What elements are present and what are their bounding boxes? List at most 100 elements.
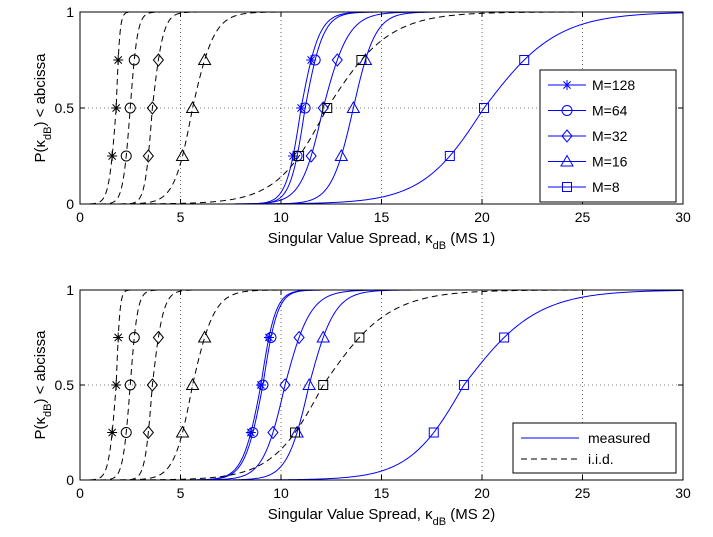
chart2-x-axis-label-sub: dB (433, 516, 446, 528)
chart1-marker-iid-m16-p0.5 (185, 100, 200, 113)
chart2-y-axis-label-tail: ) < abcissa (32, 330, 49, 404)
chart2-marker-measured-m16-p0.75 (316, 330, 331, 343)
chart2-marker-iid-m32-p0.75 (152, 330, 165, 345)
chart2-legend-label: i.i.d. (588, 451, 614, 467)
chart2-marker-measured-m32-p0.25 (267, 425, 279, 440)
chart1-marker-iid-m64-p0.25 (120, 150, 132, 162)
chart1-line-measured-m16 (80, 12, 683, 204)
chart1-marker-measured-m64-p0.5 (299, 102, 311, 114)
chart1-marker-measured-m16-p0.25 (334, 148, 349, 161)
chart2-ytick-label: 1 (66, 282, 74, 298)
chart1-legend-label: M=8 (592, 179, 620, 195)
chart2-marker-iid-m32-p0.25 (142, 425, 154, 440)
chart2-x-axis-label-main: Singular Value Spread, κ (268, 506, 433, 523)
chart2-legend-box (512, 422, 677, 474)
chart2-marker-iid-m32-p0.5 (146, 378, 159, 392)
chart1-xtick-label: 25 (575, 209, 591, 225)
chart1-marker-measured-m8-p0.75 (519, 55, 530, 65)
chart1-y-axis-label-main: P(κ (32, 139, 49, 162)
chart1-line-iid-m16 (80, 12, 683, 204)
chart2-marker-measured-m16-p0.5 (302, 377, 317, 390)
chart1-legend-marker-circle (561, 105, 573, 116)
chart1-marker-iid-m64-p0.75 (128, 54, 140, 66)
chart1-marker-measured-m8-p0.5 (479, 103, 490, 113)
chart1-legend-marker-triangle (560, 154, 574, 167)
chart2-y-axis-label: P(κdB) < abcissa (32, 330, 54, 440)
chart2-ytick-label: 0.5 (55, 377, 75, 393)
chart1-marker-iid-m128-p0.75 (113, 55, 124, 65)
chart1-ytick-label: 1 (66, 4, 74, 20)
chart2-marker-measured-m8-p0.75 (499, 332, 510, 343)
chart1-marker-measured-m8-p0.25 (444, 151, 455, 161)
chart1-marker-iid-m8-p0.5 (322, 103, 333, 113)
chart2-marker-measured-m32-p0.5 (279, 378, 291, 392)
chart1-marker-iid-m32-p0.5 (146, 101, 159, 115)
chart1-marker-measured-m128-p0.25 (288, 151, 299, 161)
chart2: 0 5 10 15 20 25 30 0 0.5 1 Singular Value Spread, … (32, 282, 691, 528)
chart2-xtick-label: 0 (76, 485, 84, 501)
chart1-legend-label: M=32 (592, 128, 628, 144)
chart1-marker-iid-m128-p0.5 (111, 103, 122, 113)
chart2-marker-measured-m128-p0.25 (245, 427, 256, 438)
chart2-marker-iid-m64-p0.75 (128, 332, 140, 343)
chart1-marker-iid-m32-p0.75 (152, 53, 165, 67)
chart2-xtick-label: 25 (575, 485, 591, 501)
chart1-x-axis-label-sub: dB (433, 240, 446, 252)
chart1-marker-iid-m8-p0.25 (294, 151, 305, 161)
chart2-marker-measured-m64-p0.75 (265, 332, 277, 343)
chart1-xtick-label: 5 (177, 209, 185, 225)
chart1-marker-measured-m128-p0.5 (296, 103, 307, 113)
chart1-legend-marker-asterisk (562, 80, 572, 90)
chart2-x-axis-label: Singular Value Spread, κdB (MS 2) (268, 506, 495, 528)
chart1-legend-marker-diamond (561, 129, 573, 143)
chart2-x-axis-label-tail: (MS 2) (446, 506, 495, 523)
chart1-marker-iid-m16-p0.75 (197, 52, 212, 65)
chart2-marker-iid-m128-p0.25 (107, 427, 118, 438)
chart1-xtick-label: 30 (675, 209, 691, 225)
chart2-marker-iid-m128-p0.5 (111, 380, 122, 390)
chart2-marker-measured-m128-p0.75 (263, 332, 274, 343)
chart1: 0 5 10 15 20 25 30 0 0.5 1 Singular Value Spread, … (32, 4, 691, 252)
chart1-marker-iid-m32-p0.25 (142, 149, 154, 163)
chart2-y-axis-label-sub: dB (42, 403, 54, 416)
chart1-marker-measured-m32-p0.75 (331, 53, 343, 67)
chart2-marker-iid-m8-p0.25 (290, 427, 301, 438)
chart1-legend-label: M=16 (592, 154, 628, 170)
chart1-legend-label: M=128 (592, 77, 635, 93)
chart2-marker-measured-m32-p0.75 (293, 330, 305, 345)
chart1-marker-iid-m128-p0.25 (107, 151, 118, 161)
chart2-marker-iid-m64-p0.25 (120, 427, 132, 438)
chart2-xtick-label: 30 (675, 485, 691, 501)
chart1-y-axis-label-tail: ) < abcissa (32, 53, 49, 127)
chart2-legend: measured i.i.d. (512, 422, 677, 474)
chart2-ytick-label: 0 (66, 472, 74, 488)
chart2-y-axis-label-main: P(κ (32, 416, 49, 439)
chart2-marker-iid-m64-p0.5 (124, 379, 136, 391)
chart1-legend-marker-square (562, 182, 572, 192)
chart1-marker-iid-m16-p0.25 (175, 148, 190, 161)
chart2-marker-measured-m8-p0.25 (428, 427, 439, 438)
chart2-marker-measured-m128-p0.5 (255, 380, 266, 390)
chart2-marker-measured-m64-p0.5 (257, 379, 269, 391)
chart1-xtick-label: 15 (374, 209, 390, 225)
chart2-xtick-label: 10 (273, 485, 289, 501)
chart2-marker-measured-m64-p0.25 (247, 427, 259, 438)
chart1-marker-measured-m128-p0.75 (306, 55, 317, 65)
chart1-legend: M=128 M=64 M=32 M=16 M=8 (539, 69, 677, 203)
chart1-legend-label: M=64 (592, 103, 628, 119)
chart2-marker-iid-m16-p0.5 (185, 377, 200, 390)
chart2-xtick-label: 15 (374, 485, 390, 501)
chart1-y-axis-label-sub: dB (42, 126, 54, 139)
chart2-marker-iid-m8-p0.75 (354, 332, 365, 343)
chart2-marker-iid-m128-p0.75 (113, 332, 124, 343)
chart1-xtick-label: 20 (474, 209, 490, 225)
chart2-marker-measured-m8-p0.5 (458, 380, 469, 390)
chart2-xtick-label: 20 (474, 485, 490, 501)
chart2-line-iid-m16 (80, 290, 683, 480)
chart2-marker-iid-m16-p0.25 (175, 425, 190, 438)
chart2-legend-label: measured (588, 430, 650, 446)
chart1-marker-measured-m32-p0.5 (317, 101, 329, 115)
chart1-x-axis-label: Singular Value Spread, κdB (MS 1) (268, 230, 495, 252)
chart1-ytick-label: 0.5 (55, 100, 75, 116)
